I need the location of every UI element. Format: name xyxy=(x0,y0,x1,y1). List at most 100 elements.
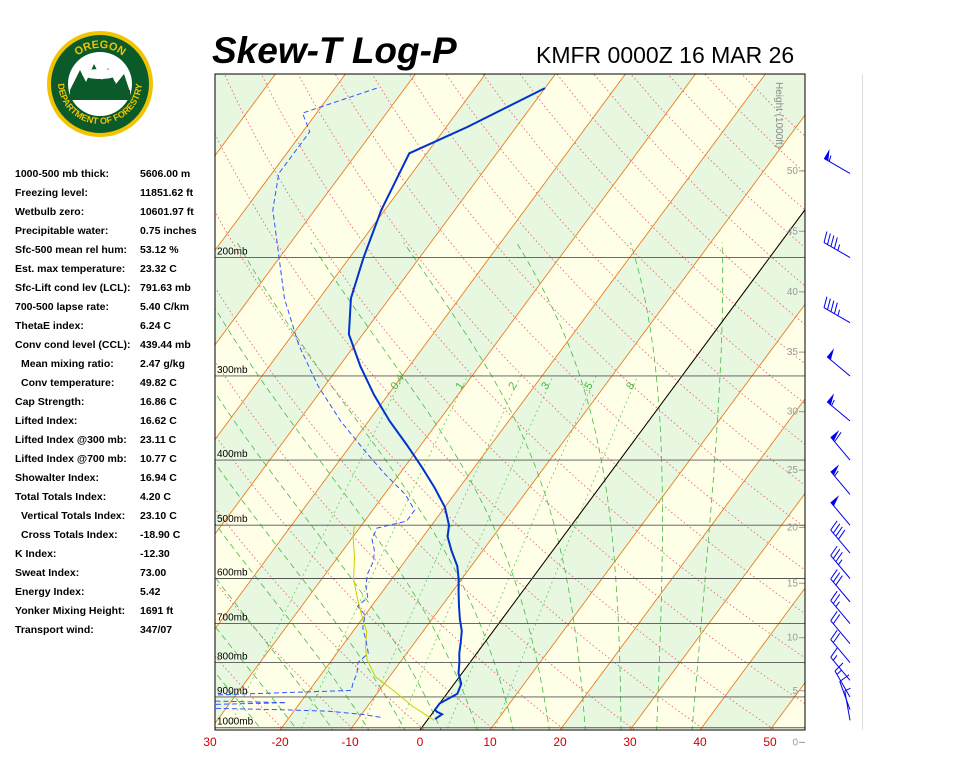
wind-barb-staff xyxy=(830,471,851,495)
index-label: Est. max temperature: xyxy=(15,263,126,275)
index-label: Conv temperature: xyxy=(21,377,115,389)
index-label: Lifted Index @300 mb: xyxy=(15,434,127,446)
dewpoint-trace xyxy=(215,87,416,718)
wind-barb-full xyxy=(830,569,838,580)
x-tick-label: -20 xyxy=(271,735,289,749)
index-row: Mean mixing ratio: 2.47 g/kg xyxy=(15,358,215,377)
index-row: Cap Strength: 16.86 C xyxy=(15,396,215,415)
height-axis-label: Height (1000ft) xyxy=(773,82,784,148)
index-value: 10601.97 ft xyxy=(140,206,194,218)
isobar-label: 200mb xyxy=(217,247,248,258)
index-label: 700-500 lapse rate: xyxy=(15,301,109,313)
wind-barb-full xyxy=(832,632,841,643)
station-time-label: KMFR 0000Z 16 MAR 26 xyxy=(536,42,795,68)
wind-barb-full xyxy=(835,575,843,586)
index-row: Transport wind: 347/07 xyxy=(15,624,215,643)
temperature-trace xyxy=(347,87,546,720)
isotherm-line xyxy=(215,74,556,535)
zero-isotherm-line xyxy=(419,208,805,730)
wind-barb-full xyxy=(830,545,838,556)
index-label: 1000-500 mb thick: xyxy=(15,168,109,180)
height-tick-label: 20 xyxy=(787,522,799,533)
wind-barb xyxy=(830,590,851,624)
index-row: Precipitable water: 0.75 inches xyxy=(15,225,215,244)
wind-barb-half xyxy=(828,155,832,162)
x-tick-label: -10 xyxy=(341,735,359,749)
moist-adiabat-line xyxy=(310,242,550,730)
wind-barb-staff xyxy=(830,600,851,624)
mixing-ratio-label: 3 xyxy=(539,380,552,392)
index-value: 53.12 % xyxy=(140,244,179,256)
index-value: 73.00 xyxy=(140,567,167,579)
isotherm-line xyxy=(279,74,766,730)
moist-adiabat-line xyxy=(691,242,724,730)
index-label: Freezing level: xyxy=(15,187,88,199)
wind-barb-full xyxy=(830,647,838,658)
x-tick-label: 20 xyxy=(553,735,567,749)
wind-barb-full xyxy=(830,590,838,601)
wind-barb xyxy=(830,569,851,603)
wind-barb-full xyxy=(832,593,841,604)
index-row: Sfc-Lift cond lev (LCL): 791.63 mb xyxy=(15,282,215,301)
x-tick-label: 30 xyxy=(203,735,217,749)
wind-barb-full xyxy=(826,233,831,245)
isobar-label: 300mb xyxy=(217,365,248,376)
wind-barb-full xyxy=(835,526,843,537)
index-label: Transport wind: xyxy=(15,624,94,636)
wind-barb xyxy=(830,647,851,681)
index-row: Showalter Index: 16.94 C xyxy=(15,472,215,491)
index-value: 23.11 C xyxy=(140,434,177,446)
isobar-label: 900mb xyxy=(217,686,248,697)
index-label: Sfc-500 mean rel hum: xyxy=(15,244,128,256)
index-row: Total Totals Index: 4.20 C xyxy=(15,491,215,510)
index-row: Sfc-500 mean rel hum: 53.12 % xyxy=(15,244,215,263)
wind-barb-full xyxy=(832,614,841,625)
svg-text:OREGON: OREGON xyxy=(72,39,127,59)
isotherm-line xyxy=(215,74,416,346)
chart-title: Skew-T Log-P xyxy=(212,30,457,71)
index-value: -12.30 xyxy=(140,548,170,560)
isotherm-line xyxy=(215,74,486,441)
wind-barb-pennant xyxy=(827,393,835,405)
index-label: Lifted Index: xyxy=(15,415,78,427)
isotherm-line xyxy=(0,0,128,756)
isobar-label: 600mb xyxy=(217,567,248,578)
index-row: Freezing level: 11851.62 ft xyxy=(15,187,215,206)
moist-adiabat-line xyxy=(215,462,406,730)
wind-barb-staff xyxy=(830,578,851,603)
isotherm-line xyxy=(215,74,696,724)
index-value: 16.62 C xyxy=(140,415,177,427)
wind-barb-staff xyxy=(823,242,851,258)
wind-barb xyxy=(826,393,851,422)
wind-barb xyxy=(830,611,851,645)
wind-barb-staff xyxy=(839,681,851,710)
index-value: 791.63 mb xyxy=(140,282,191,294)
wind-barb-staff xyxy=(830,620,851,645)
wind-barb-staff xyxy=(830,501,851,526)
mixing-ratio-label: 8 xyxy=(624,380,637,392)
wind-barb-full xyxy=(833,302,838,314)
wind-barb-staff xyxy=(830,555,851,579)
mixing-ratio-label: 1 xyxy=(453,380,466,392)
x-tick-label: 40 xyxy=(693,735,707,749)
wind-barb-full xyxy=(830,629,838,640)
dry-adiabat-line xyxy=(482,74,805,405)
index-value: 5.40 C/km xyxy=(140,301,190,313)
isotherm-line xyxy=(821,0,960,756)
index-row: Cross Totals Index: -18.90 C xyxy=(15,529,215,548)
wind-barb-half xyxy=(834,470,839,477)
wind-barb-full xyxy=(834,431,842,442)
wind-barb-pennant xyxy=(830,495,840,507)
wind-barb-pennant xyxy=(830,429,840,441)
isotherm-line xyxy=(699,587,805,730)
wind-barb-full xyxy=(835,551,843,562)
x-tick-label: 50 xyxy=(763,735,777,749)
index-value: 4.20 C xyxy=(140,491,171,503)
index-row: Lifted Index: 16.62 C xyxy=(15,415,215,434)
index-value: 49.82 C xyxy=(140,377,177,389)
index-row: Est. max temperature: 23.32 C xyxy=(15,263,215,282)
wind-barb xyxy=(830,629,851,663)
index-row: K Index: -12.30 xyxy=(15,548,215,567)
stability-indices-panel: 1000-500 mb thick: 5606.00 m Freezing leve… xyxy=(15,168,215,643)
dry-adiabat-line xyxy=(215,507,425,730)
